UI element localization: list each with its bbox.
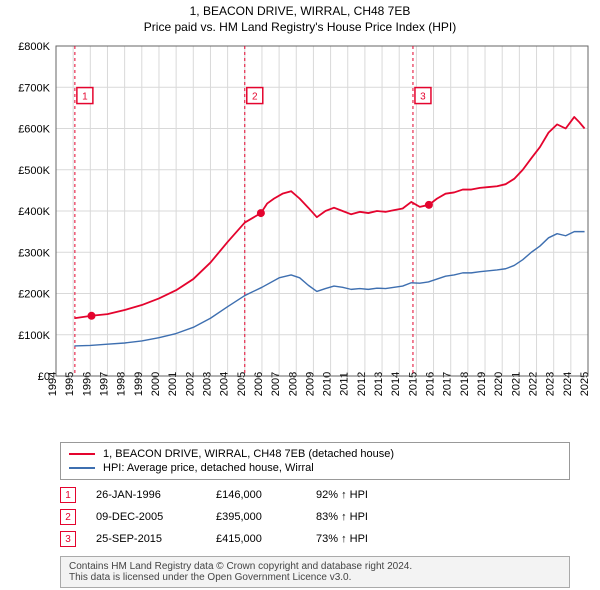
legend-label: 1, BEACON DRIVE, WIRRAL, CH48 7EB (detac… (103, 448, 394, 460)
svg-text:2000: 2000 (150, 372, 162, 396)
svg-text:2006: 2006 (253, 372, 265, 396)
svg-text:2009: 2009 (304, 372, 316, 396)
legend-swatch (69, 453, 95, 455)
sale-price: £146,000 (216, 489, 296, 501)
sale-pct: 73% ↑ HPI (316, 533, 406, 545)
sale-marker: 3 (60, 531, 76, 547)
sale-date: 26-JAN-1996 (96, 489, 196, 501)
sale-marker: 1 (60, 487, 76, 503)
sales-table: 1 26-JAN-1996 £146,000 92% ↑ HPI 2 09-DEC-200… (60, 484, 570, 550)
svg-text:1998: 1998 (116, 372, 128, 396)
svg-text:£800K: £800K (18, 41, 50, 53)
svg-text:£200K: £200K (18, 289, 50, 301)
svg-text:2018: 2018 (459, 372, 471, 396)
svg-text:£700K: £700K (18, 82, 50, 94)
sale-price: £415,000 (216, 533, 296, 545)
svg-text:2022: 2022 (528, 372, 540, 396)
sale-pct: 83% ↑ HPI (316, 511, 406, 523)
svg-text:£400K: £400K (18, 206, 50, 218)
svg-text:2017: 2017 (442, 372, 454, 396)
svg-text:1996: 1996 (81, 372, 93, 396)
svg-text:2002: 2002 (184, 372, 196, 396)
svg-text:£600K: £600K (18, 124, 50, 136)
svg-text:1999: 1999 (133, 372, 145, 396)
svg-text:2020: 2020 (493, 372, 505, 396)
chart-container: 1, BEACON DRIVE, WIRRAL, CH48 7EB Price … (0, 0, 600, 588)
svg-text:2021: 2021 (510, 372, 522, 396)
svg-text:3: 3 (420, 92, 426, 103)
legend-row: 1, BEACON DRIVE, WIRRAL, CH48 7EB (detac… (69, 447, 561, 461)
chart-svg: £0£100K£200K£300K£400K£500K£600K£700K£80… (0, 36, 600, 436)
svg-text:2008: 2008 (287, 372, 299, 396)
legend: 1, BEACON DRIVE, WIRRAL, CH48 7EB (detac… (60, 442, 570, 480)
footer-attribution: Contains HM Land Registry data © Crown c… (60, 556, 570, 588)
svg-text:2005: 2005 (236, 372, 248, 396)
svg-text:2023: 2023 (545, 372, 557, 396)
svg-text:2015: 2015 (407, 372, 419, 396)
title-block: 1, BEACON DRIVE, WIRRAL, CH48 7EB Price … (0, 0, 600, 36)
chart-title: 1, BEACON DRIVE, WIRRAL, CH48 7EB (0, 4, 600, 18)
svg-text:2013: 2013 (373, 372, 385, 396)
svg-text:1994: 1994 (47, 372, 59, 396)
sale-date: 25-SEP-2015 (96, 533, 196, 545)
svg-text:2016: 2016 (425, 372, 437, 396)
svg-text:1995: 1995 (64, 372, 76, 396)
chart-plot: £0£100K£200K£300K£400K£500K£600K£700K£80… (0, 36, 600, 436)
svg-text:2025: 2025 (579, 372, 591, 396)
svg-text:£100K: £100K (18, 330, 50, 342)
svg-text:1: 1 (82, 92, 88, 103)
svg-text:2012: 2012 (356, 372, 368, 396)
svg-text:£500K: £500K (18, 165, 50, 177)
footer-line-1: Contains HM Land Registry data © Crown c… (69, 561, 561, 572)
svg-text:2003: 2003 (201, 372, 213, 396)
svg-text:2010: 2010 (322, 372, 334, 396)
sale-row: 2 09-DEC-2005 £395,000 83% ↑ HPI (60, 506, 570, 528)
svg-text:2019: 2019 (476, 372, 488, 396)
svg-text:1997: 1997 (98, 372, 110, 396)
sale-price: £395,000 (216, 511, 296, 523)
svg-text:2: 2 (252, 92, 258, 103)
sale-row: 3 25-SEP-2015 £415,000 73% ↑ HPI (60, 528, 570, 550)
svg-text:£300K: £300K (18, 247, 50, 259)
svg-text:2001: 2001 (167, 372, 179, 396)
sale-marker: 2 (60, 509, 76, 525)
svg-text:2007: 2007 (270, 372, 282, 396)
legend-label: HPI: Average price, detached house, Wirr… (103, 462, 314, 474)
sale-row: 1 26-JAN-1996 £146,000 92% ↑ HPI (60, 484, 570, 506)
legend-swatch (69, 467, 95, 469)
svg-text:2024: 2024 (562, 372, 574, 396)
chart-subtitle: Price paid vs. HM Land Registry's House … (0, 20, 600, 34)
svg-text:2014: 2014 (390, 372, 402, 396)
sale-date: 09-DEC-2005 (96, 511, 196, 523)
legend-row: HPI: Average price, detached house, Wirr… (69, 461, 561, 475)
sale-pct: 92% ↑ HPI (316, 489, 406, 501)
svg-text:2004: 2004 (219, 372, 231, 396)
footer-line-2: This data is licensed under the Open Gov… (69, 572, 561, 583)
